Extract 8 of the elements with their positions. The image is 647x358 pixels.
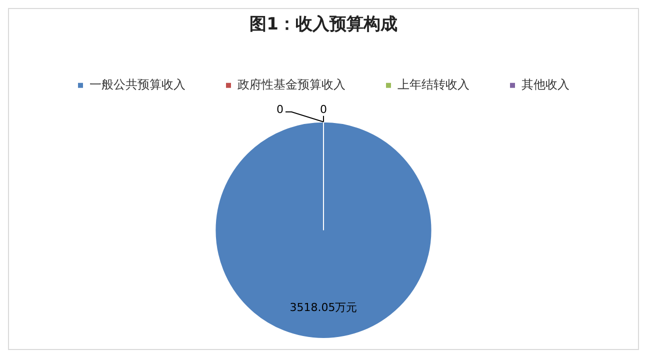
- text: 0: [320, 102, 327, 116]
- chart-title: 图1：收入预算构成: [250, 14, 398, 35]
- legend-label: 上年结转收入: [398, 78, 470, 92]
- legend-label: 一般公共预算收入: [90, 78, 186, 92]
- legend-label: 政府性基金预算收入: [238, 78, 346, 92]
- text: 0: [276, 102, 284, 116]
- data-label: 3518.05万元: [290, 301, 358, 314]
- legend-label: 其他收入: [522, 78, 570, 92]
